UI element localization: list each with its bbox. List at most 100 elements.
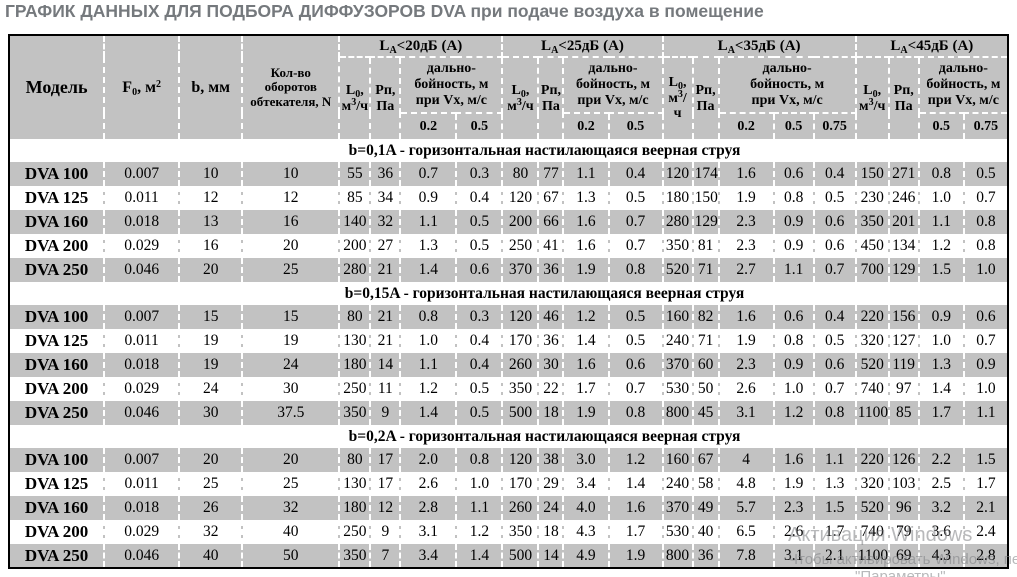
value-cell: 32 — [178, 520, 244, 544]
col-header-fairing-turns: Кол-во оборотов обтекателя, N — [241, 35, 341, 139]
value-cell: 3.2 — [917, 496, 965, 520]
value-cell: 40 — [241, 520, 341, 544]
value-cell: 66 — [537, 210, 565, 234]
value-cell: 350 — [501, 377, 540, 401]
value-cell: 0.5 — [607, 305, 664, 329]
value-cell: 85 — [887, 401, 920, 425]
col-header-f0: F0, м2 — [103, 35, 181, 139]
value-cell: 120 — [501, 448, 540, 472]
value-cell: 2.1 — [962, 496, 1010, 520]
value-cell: 71 — [691, 258, 720, 282]
value-cell: 2.8 — [399, 496, 458, 520]
value-cell: 0.9 — [917, 305, 965, 329]
value-cell: 0.9 — [399, 186, 458, 210]
value-cell: 320 — [854, 329, 890, 353]
model-cell: DVA 100 — [7, 305, 106, 329]
value-cell: 12 — [369, 496, 402, 520]
section-title-row: b=0,1A - горизонтальная настилающаяся ве… — [9, 139, 1008, 162]
value-cell: 24 — [241, 353, 341, 377]
value-cell: 1.0 — [917, 186, 965, 210]
value-cell: 1.4 — [455, 544, 504, 568]
col-header-range-g35: дально- бойность, м при Vx, м/с — [717, 57, 857, 114]
value-cell: 4.9 — [562, 544, 610, 568]
value-cell: 71 — [691, 329, 720, 353]
value-cell: 0.4 — [455, 353, 504, 377]
value-cell: 50 — [691, 377, 720, 401]
value-cell: 24 — [178, 377, 244, 401]
value-cell: 30 — [241, 377, 341, 401]
model-cell: DVA 200 — [7, 234, 106, 258]
value-cell: 180 — [338, 496, 372, 520]
value-cell: 350 — [854, 210, 890, 234]
value-cell: 0.5 — [455, 377, 504, 401]
value-cell: 29 — [537, 472, 565, 496]
value-cell: 0.8 — [607, 258, 664, 282]
value-cell: 1.4 — [607, 472, 664, 496]
value-cell: 36 — [369, 162, 402, 186]
value-cell: 1.7 — [562, 377, 610, 401]
model-cell: DVA 160 — [7, 210, 106, 234]
value-cell: 260 — [501, 496, 540, 520]
value-cell: 1.9 — [717, 329, 775, 353]
value-cell: 6.5 — [717, 520, 775, 544]
section-title-row: b=0,15A - горизонтальная настилающаяся в… — [9, 282, 1008, 305]
value-cell: 3.4 — [399, 544, 458, 568]
subcol-header-vx: 0.5 — [772, 113, 815, 139]
value-cell: 0.6 — [812, 353, 857, 377]
value-cell: 0.007 — [103, 162, 181, 186]
col-header-range-g20: дально- бойность, м при Vx, м/с — [399, 57, 504, 114]
subcol-header-vx: 0.5 — [917, 113, 965, 139]
value-cell: 0.046 — [103, 401, 181, 425]
value-cell: 32 — [369, 210, 402, 234]
table-row: DVA 250 0.046 40 50 350 7 3.4 1.4 500 14 4.9 1.9 800… — [7, 544, 1010, 568]
value-cell: 17 — [369, 448, 402, 472]
value-cell: 1.0 — [962, 258, 1010, 282]
value-cell: 246 — [887, 186, 920, 210]
model-cell: DVA 100 — [7, 162, 106, 186]
value-cell: 280 — [661, 210, 694, 234]
value-cell: 67 — [537, 186, 565, 210]
value-cell: 200 — [338, 234, 372, 258]
value-cell: 0.6 — [455, 258, 504, 282]
value-cell: 0.7 — [607, 210, 664, 234]
value-cell: 0.8 — [772, 186, 815, 210]
value-cell: 0.046 — [103, 258, 181, 282]
col-header-rp-g25: Рп, Па — [537, 57, 565, 139]
value-cell: 9 — [369, 401, 402, 425]
value-cell: 500 — [501, 544, 540, 568]
model-cell: DVA 250 — [7, 544, 106, 568]
table-row: DVA 160 0.018 26 32 180 12 2.8 1.1 260 24 4.0 1.6 37… — [7, 496, 1010, 520]
value-cell: 24 — [537, 496, 565, 520]
value-cell: 0.4 — [455, 186, 504, 210]
value-cell: 0.029 — [103, 234, 181, 258]
value-cell: 1.0 — [399, 329, 458, 353]
col-header-range-g25: дально- бойность, м при Vx, м/с — [562, 57, 664, 114]
value-cell: 25 — [178, 472, 244, 496]
value-cell: 12 — [178, 186, 244, 210]
value-cell: 0.8 — [812, 401, 857, 425]
value-cell: 0.3 — [455, 162, 504, 186]
group-header-la35: LA<35дБ (А) — [661, 35, 857, 58]
value-cell: 1100 — [854, 401, 890, 425]
value-cell: 21 — [369, 258, 402, 282]
value-cell: 81 — [691, 234, 720, 258]
value-cell: 120 — [661, 162, 694, 186]
value-cell: 156 — [887, 305, 920, 329]
value-cell: 0.6 — [812, 234, 857, 258]
value-cell: 16 — [178, 234, 244, 258]
value-cell: 0.9 — [772, 353, 815, 377]
windows-activation-watermark-text2: "Параметры". — [855, 568, 950, 577]
value-cell: 20 — [241, 234, 341, 258]
table-row: DVA 200 0.029 16 20 200 27 1.3 0.5 250 41 1.6 0.7 35… — [7, 234, 1010, 258]
value-cell: 1.6 — [562, 234, 610, 258]
value-cell: 170 — [501, 472, 540, 496]
value-cell: 530 — [661, 520, 694, 544]
value-cell: 20 — [178, 258, 244, 282]
value-cell: 280 — [338, 258, 372, 282]
value-cell: 520 — [854, 353, 890, 377]
value-cell: 58 — [691, 472, 720, 496]
value-cell: 2.4 — [962, 520, 1010, 544]
value-cell: 30 — [537, 353, 565, 377]
value-cell: 0.5 — [455, 210, 504, 234]
subcol-header-vx: 0.2 — [399, 113, 458, 139]
